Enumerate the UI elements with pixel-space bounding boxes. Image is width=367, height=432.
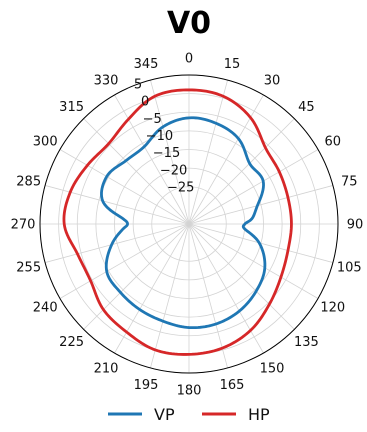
angle-tick-label: 90	[347, 218, 364, 233]
angle-tick-label: 15	[224, 57, 241, 72]
grid-spoke	[188, 118, 295, 225]
grid-spoke	[83, 118, 190, 225]
angle-tick-label: 180	[177, 384, 202, 399]
grid-spoke	[188, 223, 295, 330]
angle-tick-label: 165	[220, 378, 245, 393]
angle-tick-label: 225	[59, 335, 84, 350]
grid-spoke	[59, 149, 190, 225]
angle-tick-label: 120	[320, 301, 345, 316]
radial-tick-labels: 5 0 −5 −10 −15 −20 −25	[134, 77, 195, 195]
angle-tick-labels: 0 15 30 45 60 75 90 105 120 135 150 165 180 195 210 225…	[11, 52, 364, 399]
angle-tick-label: 45	[298, 100, 315, 115]
legend: VP HP	[108, 405, 270, 424]
grid-spoke	[150, 223, 190, 369]
angle-tick-label: 75	[341, 175, 358, 190]
angle-tick-label: 195	[134, 378, 159, 393]
series-layer	[62, 88, 293, 356]
angle-tick-label: 30	[264, 74, 281, 89]
grid-spoke	[83, 223, 190, 330]
radial-tick-label: 0	[141, 95, 149, 110]
angle-tick-label: 240	[33, 301, 58, 316]
legend-label-hp: HP	[248, 405, 270, 424]
chart-title: V0	[167, 6, 211, 41]
grid-spoke	[188, 94, 264, 225]
angle-tick-label: 135	[294, 335, 319, 350]
angle-tick-label: 210	[94, 361, 119, 376]
series-line-vp	[100, 116, 267, 330]
grid-spoke	[188, 149, 319, 225]
grid-spoke	[44, 223, 190, 263]
grid-spoke	[188, 223, 228, 369]
angle-tick-label: 105	[337, 261, 362, 276]
grid-spoke	[59, 223, 190, 299]
angle-tick-label: 300	[33, 135, 58, 150]
angle-tick-label: 60	[325, 135, 342, 150]
grid-spoke	[150, 79, 190, 225]
angle-tick-label: 345	[134, 57, 159, 72]
radial-tick-label: 5	[134, 77, 142, 92]
angle-tick-label: 150	[260, 361, 285, 376]
angle-tick-label: 330	[94, 74, 119, 89]
angle-tick-label: 270	[11, 218, 36, 233]
angle-tick-label: 285	[16, 175, 41, 190]
grid-spoke	[188, 79, 228, 225]
grid-spoke	[188, 223, 264, 354]
radial-tick-label: −10	[146, 129, 173, 144]
angle-tick-label: 0	[185, 52, 193, 67]
grid-spoke	[188, 185, 334, 225]
radial-tick-label: −15	[153, 146, 180, 161]
polar-frame	[39, 74, 339, 374]
angle-tick-label: 315	[59, 100, 84, 115]
radial-tick-label: −20	[160, 163, 187, 178]
polar-grid	[39, 74, 339, 374]
angle-tick-label: 255	[16, 261, 41, 276]
grid-spoke	[188, 223, 319, 299]
grid-spoke	[114, 94, 190, 225]
series-line-hp	[62, 88, 293, 356]
legend-label-vp: VP	[154, 405, 175, 424]
grid-spoke	[114, 223, 190, 354]
radial-tick-label: −25	[167, 181, 194, 196]
radial-tick-label: −5	[143, 112, 162, 127]
